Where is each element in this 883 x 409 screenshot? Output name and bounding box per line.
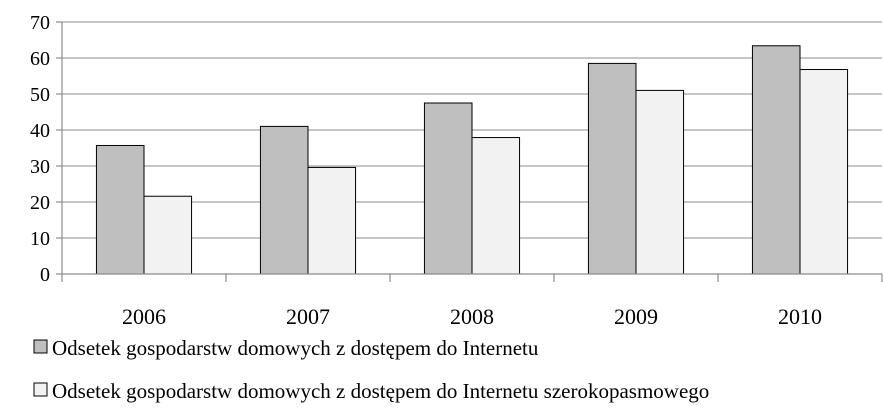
bar-2007-series-2 (307, 166, 357, 275)
y-tick-label: 60 (30, 48, 50, 70)
bar-2010-series-2 (799, 69, 849, 275)
y-tick-label: 0 (40, 264, 50, 286)
x-tick-labels: 2006 2007 2008 2009 2010 (122, 304, 822, 329)
y-tick-labels: 0 10 20 30 40 50 60 70 (30, 12, 50, 286)
bar-2010-series-1 (751, 45, 801, 275)
bar-2009-series-2 (635, 89, 685, 275)
x-tick-label: 2008 (450, 304, 494, 329)
y-tick-label: 40 (30, 120, 50, 142)
legend-swatch-series-1 (33, 339, 48, 354)
y-tick-label: 10 (30, 228, 50, 250)
axes (56, 21, 883, 282)
legend-label-series-2: Odsetek gospodarstw domowych z dostępem … (52, 379, 709, 403)
bar-2008-series-2 (471, 137, 521, 275)
x-tick-label: 2009 (614, 304, 658, 329)
x-tick-label: 2010 (778, 304, 822, 329)
y-tick-label: 20 (30, 192, 50, 214)
x-tick-label: 2007 (286, 304, 330, 329)
bar-2008-series-1 (423, 102, 473, 275)
bar-2009-series-1 (587, 62, 637, 275)
y-tick-label: 70 (30, 12, 50, 34)
y-tick-label: 30 (30, 156, 50, 178)
legend: Odsetek gospodarstw domowych z dostępem … (33, 336, 709, 403)
bar-2007-series-1 (259, 125, 309, 275)
y-tick-label: 50 (30, 84, 50, 106)
legend-swatch-series-2 (33, 382, 48, 397)
bar-2006-series-2 (143, 195, 193, 275)
legend-label-series-1: Odsetek gospodarstw domowych z dostępem … (52, 336, 539, 360)
x-tick-label: 2006 (122, 304, 166, 329)
bar-2006-series-1 (95, 144, 145, 275)
bars (95, 45, 849, 275)
